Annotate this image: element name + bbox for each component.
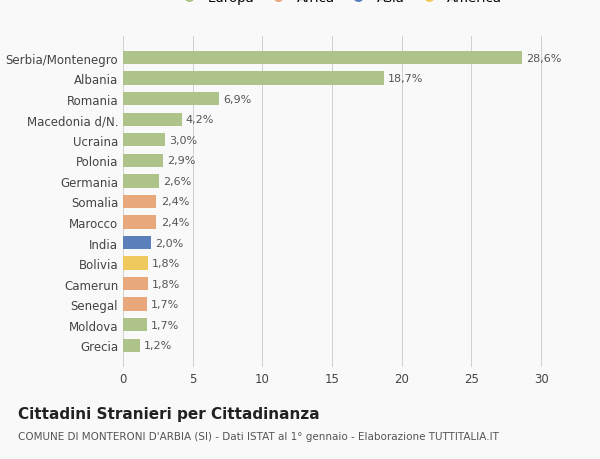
Bar — [123, 195, 157, 209]
Bar — [123, 175, 159, 188]
Text: 6,9%: 6,9% — [223, 95, 251, 104]
Text: 4,2%: 4,2% — [186, 115, 214, 125]
Text: 1,2%: 1,2% — [144, 341, 172, 351]
Bar — [123, 93, 219, 106]
Bar — [123, 339, 140, 352]
Text: 3,0%: 3,0% — [169, 135, 197, 146]
Text: 2,9%: 2,9% — [167, 156, 196, 166]
Text: 2,4%: 2,4% — [161, 218, 189, 228]
Text: 2,6%: 2,6% — [163, 176, 191, 186]
Text: 2,4%: 2,4% — [161, 197, 189, 207]
Bar — [123, 277, 148, 291]
Bar — [123, 154, 163, 168]
Bar — [123, 216, 157, 229]
Text: 1,7%: 1,7% — [151, 300, 179, 309]
Bar — [123, 134, 165, 147]
Text: 1,7%: 1,7% — [151, 320, 179, 330]
Text: Cittadini Stranieri per Cittadinanza: Cittadini Stranieri per Cittadinanza — [18, 406, 320, 421]
Legend: Europa, Africa, Asia, America: Europa, Africa, Asia, America — [176, 0, 502, 5]
Bar — [123, 298, 146, 311]
Bar — [123, 72, 383, 85]
Bar — [123, 52, 521, 65]
Bar — [123, 257, 148, 270]
Text: 18,7%: 18,7% — [388, 74, 423, 84]
Text: 2,0%: 2,0% — [155, 238, 184, 248]
Bar — [123, 236, 151, 250]
Text: 28,6%: 28,6% — [526, 53, 561, 63]
Text: COMUNE DI MONTERONI D'ARBIA (SI) - Dati ISTAT al 1° gennaio - Elaborazione TUTTI: COMUNE DI MONTERONI D'ARBIA (SI) - Dati … — [18, 431, 499, 442]
Bar — [123, 113, 182, 127]
Bar — [123, 319, 146, 332]
Text: 1,8%: 1,8% — [152, 279, 181, 289]
Text: 1,8%: 1,8% — [152, 258, 181, 269]
